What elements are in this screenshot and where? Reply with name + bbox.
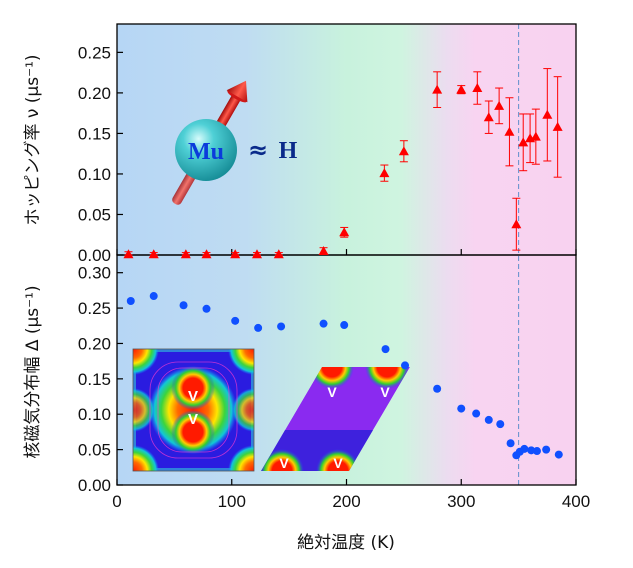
vacancy-label: V xyxy=(188,411,198,428)
bottom-y-axis-label: 核磁気分布幅 Δ (μs⁻¹) xyxy=(23,285,43,458)
data-point-circle xyxy=(433,384,442,393)
data-point-circle xyxy=(542,445,551,454)
y-tick-label: 0.20 xyxy=(78,334,111,353)
muonium-illustration: Mu ≈ H xyxy=(172,80,298,205)
y-tick-label: 0.15 xyxy=(78,370,111,389)
data-point-circle xyxy=(506,439,515,448)
data-point-triangle xyxy=(398,146,409,156)
y-tick-label: 0.20 xyxy=(78,84,111,103)
top-y-axis-label: ホッピング率 ν (μs⁻¹) xyxy=(23,54,43,225)
data-point-triangle xyxy=(472,83,483,93)
data-point-triangle xyxy=(318,245,329,255)
mu-label: Mu xyxy=(188,139,224,165)
data-point-triangle xyxy=(518,137,529,147)
x-axis-label: 絶対温度 (K) xyxy=(297,533,395,553)
y-tick-label: 0.10 xyxy=(78,405,111,424)
data-point-triangle xyxy=(230,249,241,259)
approx-symbol: ≈ xyxy=(248,136,268,164)
vacancy-label: V xyxy=(380,384,390,400)
x-tick-label: 300 xyxy=(447,492,475,511)
data-point-triangle xyxy=(504,126,515,136)
data-point-triangle xyxy=(530,131,541,141)
y-tick-label: 0.15 xyxy=(78,124,111,143)
data-point-triangle xyxy=(494,100,505,110)
h-label: H xyxy=(279,138,298,164)
y-tick-label: 0.30 xyxy=(78,264,111,283)
data-point-circle xyxy=(381,345,390,354)
data-point-triangle xyxy=(456,84,467,94)
x-tick-label: 0 xyxy=(112,492,121,511)
data-point-triangle xyxy=(201,249,212,259)
data-point-circle xyxy=(484,415,493,424)
y-tick-label: 0.00 xyxy=(78,246,111,265)
data-point-triangle xyxy=(273,249,284,259)
data-point-circle xyxy=(179,301,188,310)
x-tick-label: 400 xyxy=(562,492,590,511)
data-point-circle xyxy=(520,444,529,453)
data-point-circle xyxy=(401,361,410,370)
vacancy-label: V xyxy=(327,384,337,400)
y-tick-label: 0.00 xyxy=(78,476,111,495)
vacancy-label: V xyxy=(333,455,343,471)
hopping-rate-series xyxy=(123,68,563,259)
data-point-circle xyxy=(231,316,240,325)
nuclear-field-width-series xyxy=(126,292,563,460)
x-axis: 0 100 200 300 400 xyxy=(112,249,590,511)
x-tick-label: 100 xyxy=(218,492,246,511)
data-point-triangle xyxy=(542,109,553,119)
y-tick-label: 0.25 xyxy=(78,43,111,62)
data-point-circle xyxy=(126,297,135,305)
data-point-circle xyxy=(457,404,466,413)
data-point-circle xyxy=(277,322,286,331)
data-point-triangle xyxy=(432,84,443,94)
data-point-circle xyxy=(254,323,263,332)
data-point-triangle xyxy=(180,249,191,259)
data-point-circle xyxy=(202,304,211,313)
data-point-circle xyxy=(319,319,328,328)
data-point-circle xyxy=(496,420,505,429)
y-tick-label: 0.05 xyxy=(78,205,111,224)
data-point-triangle xyxy=(552,121,563,131)
top-y-axis: 0.00 0.05 0.10 0.15 0.20 0.25 xyxy=(78,43,123,265)
vacancy-label: V xyxy=(188,388,198,405)
data-point-circle xyxy=(532,447,541,456)
data-point-triangle xyxy=(483,112,494,122)
data-point-triangle xyxy=(251,249,262,259)
y-tick-label: 0.10 xyxy=(78,165,111,184)
vacancy-label: V xyxy=(279,455,289,471)
y-tick-label: 0.25 xyxy=(78,299,111,318)
data-point-triangle xyxy=(511,219,522,229)
data-point-circle xyxy=(340,321,349,330)
data-point-circle xyxy=(472,409,481,418)
x-tick-label: 200 xyxy=(332,492,360,511)
muonium-sphere xyxy=(175,119,237,181)
data-point-triangle xyxy=(123,249,134,259)
data-point-circle xyxy=(554,450,563,459)
y-tick-label: 0.05 xyxy=(78,441,111,460)
bottom-y-axis: 0.00 0.05 0.10 0.15 0.20 0.25 0.30 xyxy=(78,264,123,495)
data-point-triangle xyxy=(339,227,350,237)
data-point-triangle xyxy=(148,249,159,259)
potential-map-square: V V xyxy=(133,349,254,471)
data-point-circle xyxy=(149,292,158,301)
data-point-triangle xyxy=(379,168,390,178)
